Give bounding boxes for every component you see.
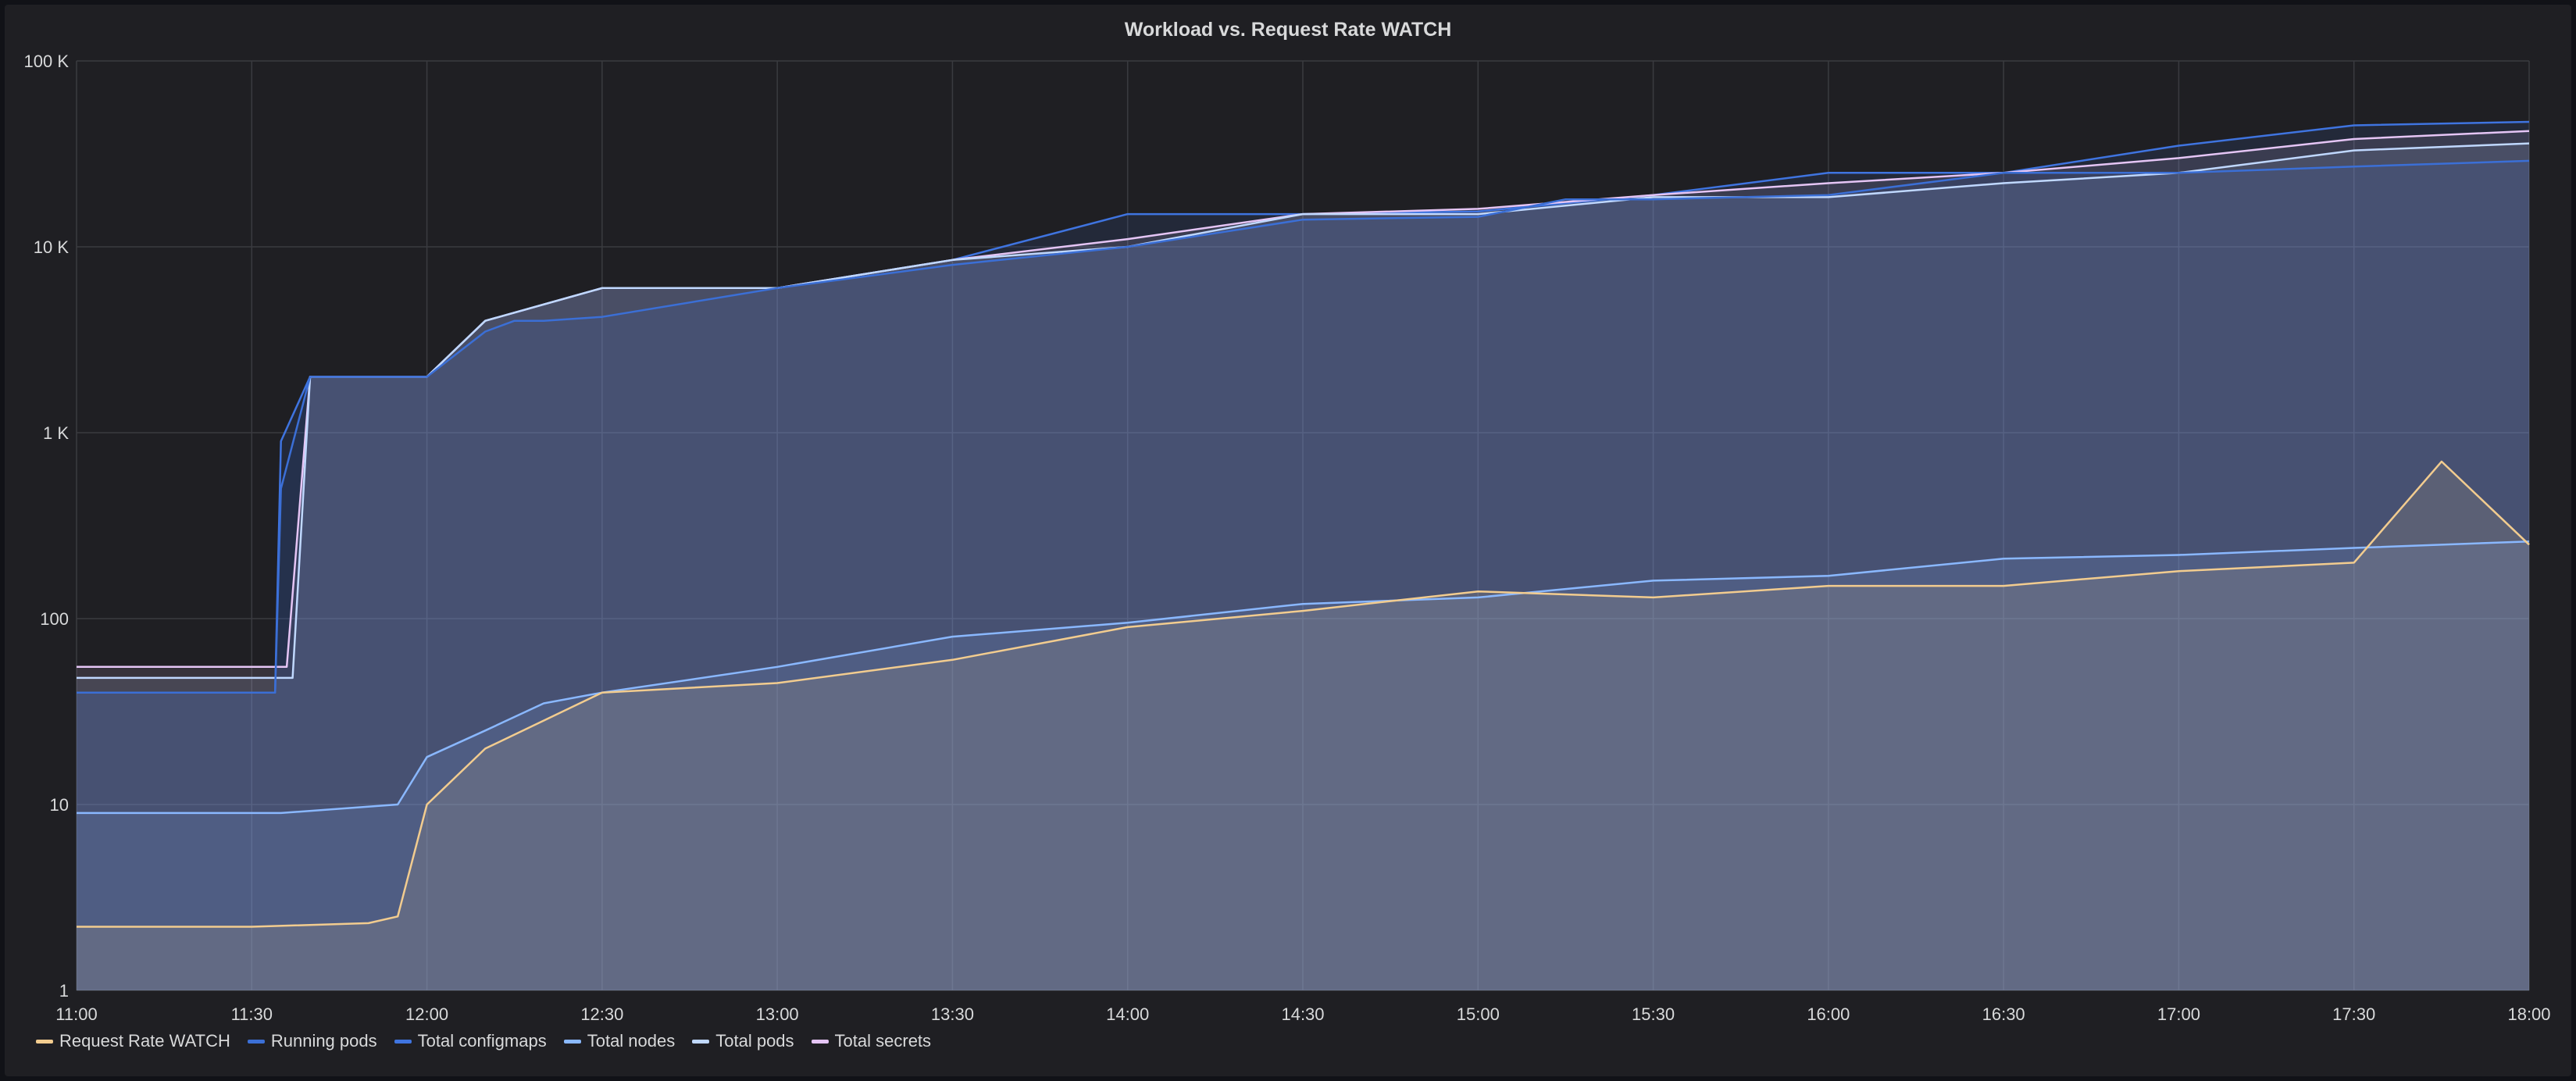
legend-swatch (36, 1039, 53, 1044)
y-tick-label: 1 K (43, 423, 69, 443)
series-line (77, 120, 2530, 694)
grid (76, 60, 2530, 991)
series-area (77, 143, 2529, 991)
x-tick-label: 16:30 (1982, 1004, 2025, 1024)
series-area (77, 122, 2529, 990)
x-tick-label: 11:00 (55, 1004, 97, 1024)
y-axis-ticks: 1 10 100 1 K 10 K 100 K (24, 52, 70, 1001)
legend-item[interactable]: Total nodes (563, 1031, 676, 1051)
legend-item[interactable]: Request Rate WATCH (36, 1031, 230, 1051)
legend-item[interactable]: Running pods (247, 1031, 377, 1051)
series-fills (77, 122, 2529, 991)
series-area (77, 461, 2529, 990)
series-area (77, 160, 2529, 990)
legend-item[interactable]: Total secrets (811, 1031, 932, 1051)
legend-label: Total nodes (587, 1031, 676, 1051)
x-tick-label: 11:30 (231, 1004, 273, 1024)
x-tick-label: 15:30 (1632, 1004, 1675, 1024)
x-tick-label: 17:00 (2157, 1004, 2200, 1024)
series-area (77, 541, 2529, 990)
y-tick-label: 10 (50, 795, 69, 815)
legend-label: Total secrets (834, 1031, 932, 1051)
x-tick-label: 12:30 (580, 1004, 623, 1024)
y-tick-label: 10 K (34, 237, 70, 257)
series-area (77, 130, 2529, 991)
legend-label: Total pods (715, 1031, 794, 1051)
x-tick-label: 14:30 (1281, 1004, 1324, 1024)
series-line (77, 540, 2530, 815)
x-axis-ticks: 11:00 11:30 12:00 12:30 13:00 13:30 14:00 14:30… (55, 1004, 2550, 1024)
legend-swatch (247, 1039, 265, 1044)
y-tick-label: 100 (40, 609, 69, 629)
x-tick-label: 18:00 (2507, 1004, 2550, 1024)
x-tick-label: 14:00 (1106, 1004, 1149, 1024)
y-tick-label: 100 K (24, 52, 70, 71)
legend-label: Total configmaps (417, 1031, 547, 1051)
series-line (77, 159, 2530, 694)
x-tick-label: 13:30 (931, 1004, 974, 1024)
x-tick-label: 12:00 (405, 1004, 448, 1024)
legend-label: Request Rate WATCH (59, 1031, 230, 1051)
legend-item[interactable]: Total pods (692, 1031, 794, 1051)
x-tick-label: 17:30 (2332, 1004, 2375, 1024)
x-tick-label: 13:00 (756, 1004, 799, 1024)
legend-swatch (563, 1039, 581, 1044)
legend-item[interactable]: Total configmaps (394, 1031, 547, 1051)
legend-swatch (692, 1039, 710, 1044)
legend-swatch (811, 1039, 829, 1044)
legend: Request Rate WATCH Running pods Total conf… (36, 1031, 931, 1051)
panel-title: Workload vs. Request Rate WATCH (1124, 19, 1452, 41)
legend-label: Running pods (270, 1031, 377, 1051)
series-line (77, 460, 2530, 928)
legend-swatch (394, 1039, 412, 1044)
x-tick-label: 15:00 (1457, 1004, 1500, 1024)
x-tick-label: 16:00 (1807, 1004, 1850, 1024)
series-lines (77, 120, 2530, 928)
y-tick-label: 1 (59, 981, 69, 1001)
